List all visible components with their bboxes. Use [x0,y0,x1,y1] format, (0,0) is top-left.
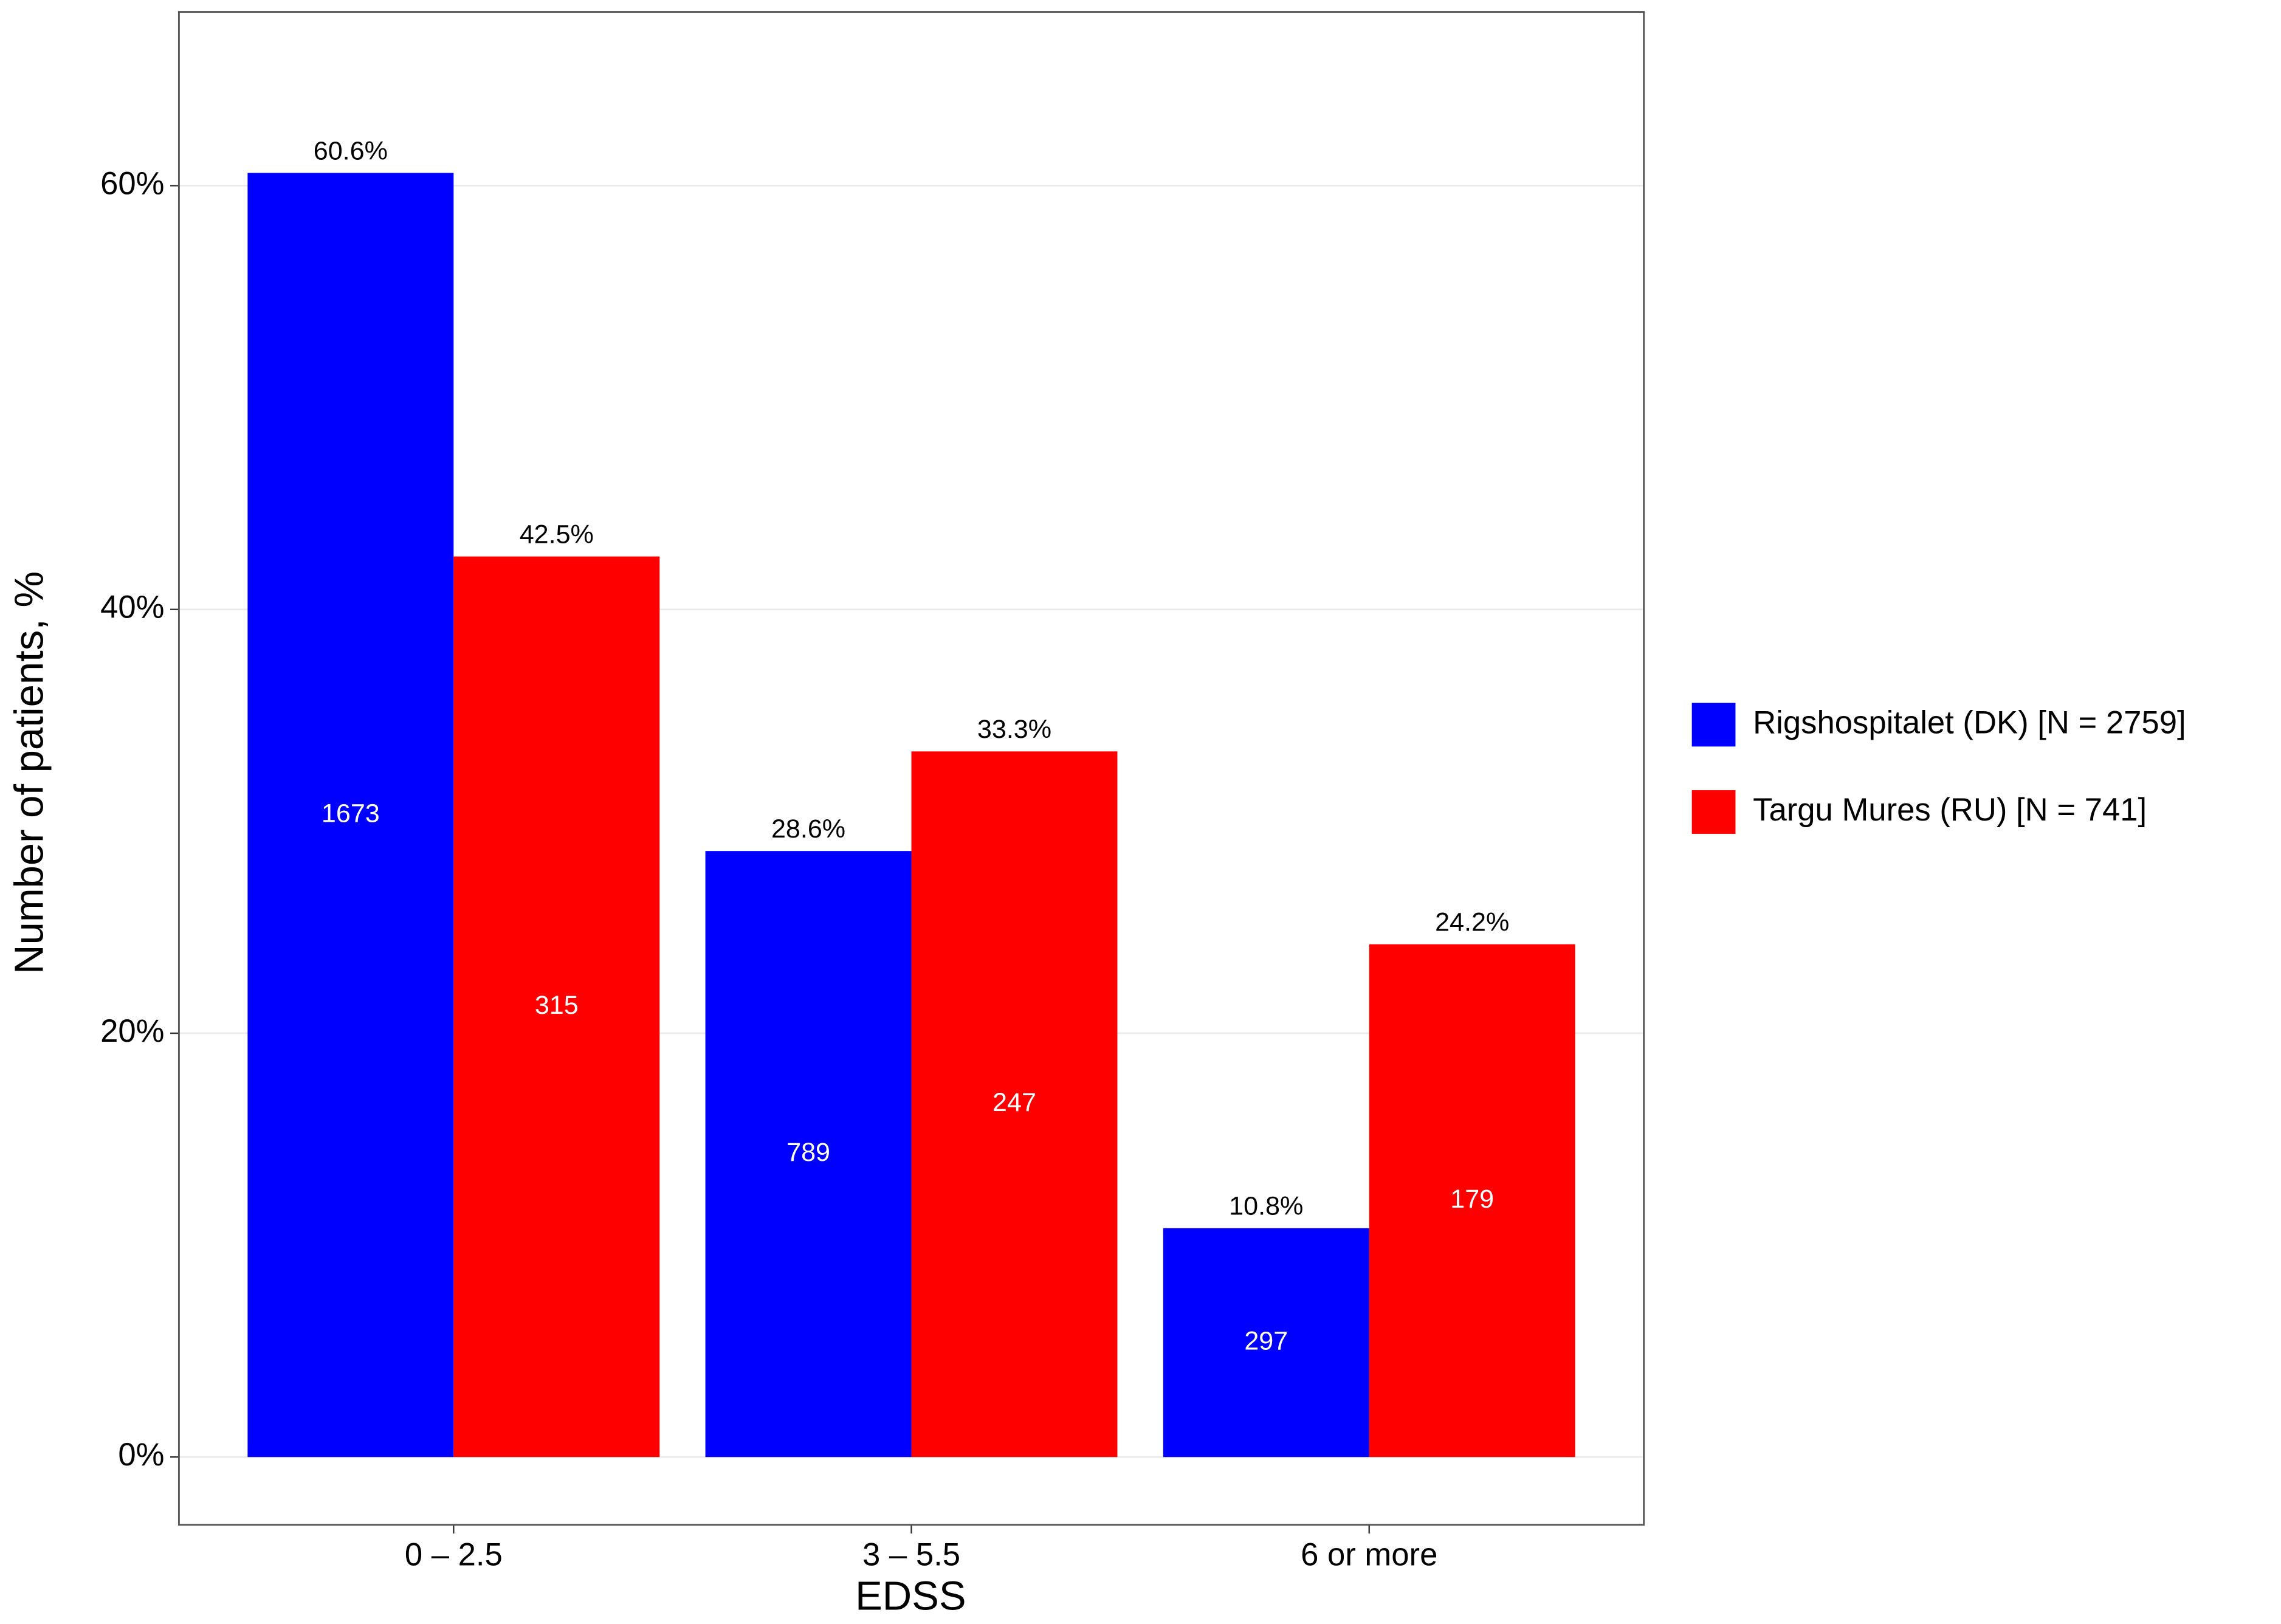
count-label: 247 [993,1088,1036,1117]
bar [1369,944,1575,1457]
value-label: 33.3% [977,715,1051,744]
x-tick-label: 0 – 2.5 [405,1536,503,1572]
value-label: 42.5% [520,520,594,549]
y-tick-label: 40% [100,590,164,625]
count-label: 179 [1450,1185,1494,1214]
legend-key [1691,703,1736,747]
count-label: 1673 [322,799,380,828]
count-label: 297 [1244,1326,1288,1355]
value-label: 10.8% [1229,1192,1303,1221]
legend-key [1691,790,1736,834]
bar [247,173,454,1457]
y-tick-label: 20% [100,1013,164,1049]
y-tick-label: 0% [118,1437,164,1473]
y-axis-title: Number of patients, % [6,571,52,974]
count-label: 789 [786,1138,830,1167]
value-label: 24.2% [1435,907,1509,937]
x-tick-label: 3 – 5.5 [862,1536,960,1572]
count-label: 315 [535,991,579,1020]
legend-label: Rigshospitalet (DK) [N = 2759] [1753,704,2186,740]
panel-border [177,11,1645,1526]
legend-label: Targu Mures (RU) [N = 741] [1753,792,2147,828]
value-label: 60.6% [314,136,388,165]
bar [705,851,912,1457]
bar [453,556,660,1457]
x-axis-title: EDSS [855,1574,966,1619]
x-tick-label: 6 or more [1301,1536,1437,1572]
y-tick-label: 60% [100,165,164,201]
bar [911,751,1118,1457]
bar [1163,1228,1369,1457]
value-label: 28.6% [771,814,845,844]
